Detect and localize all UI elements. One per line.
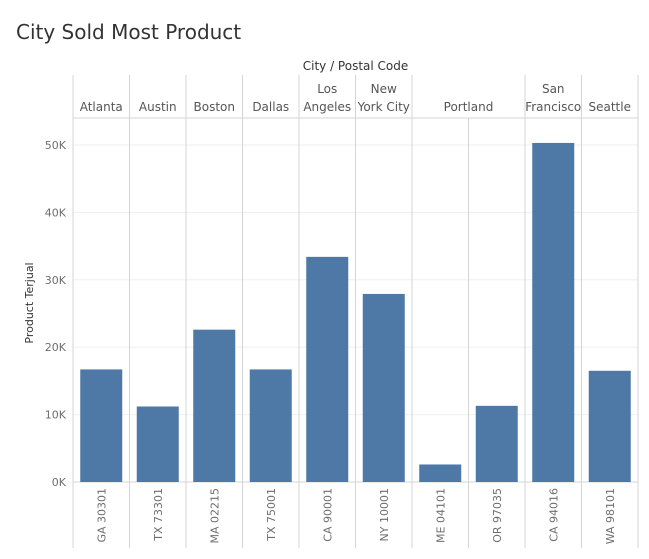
chart-title: City Sold Most Product bbox=[16, 20, 242, 44]
postal-code-label: TX 73301 bbox=[152, 488, 165, 542]
postal-code-label: CA 90001 bbox=[321, 488, 334, 542]
y-tick-label: 20K bbox=[45, 341, 67, 354]
city-header-label: Dallas bbox=[252, 100, 289, 114]
bar bbox=[249, 369, 292, 482]
city-header-label: Angeles bbox=[303, 100, 351, 114]
city-header-label: York City bbox=[357, 100, 410, 114]
city-header-label: Los bbox=[317, 82, 337, 96]
y-tick-label: 30K bbox=[45, 274, 67, 287]
city-header-label: Francisco bbox=[525, 100, 581, 114]
postal-code-label: NY 10001 bbox=[378, 488, 391, 541]
bar bbox=[588, 370, 631, 482]
city-header-label: Austin bbox=[139, 100, 177, 114]
postal-code-label: MA 02215 bbox=[208, 488, 221, 544]
bar bbox=[306, 256, 349, 482]
city-header-label: San bbox=[542, 82, 565, 96]
header-title: City / Postal Code bbox=[303, 59, 409, 73]
bar bbox=[532, 142, 575, 482]
postal-code-label: GA 30301 bbox=[95, 488, 108, 543]
bar bbox=[80, 369, 123, 482]
bar bbox=[419, 464, 462, 482]
bar bbox=[362, 293, 405, 482]
bar bbox=[136, 406, 179, 482]
bar bbox=[193, 329, 236, 482]
y-tick-label: 10K bbox=[45, 409, 67, 422]
city-header-label: Portland bbox=[444, 100, 494, 114]
y-axis-label: Product Terjual bbox=[23, 262, 36, 343]
postal-code-label: ME 04101 bbox=[434, 488, 447, 543]
postal-code-label: CA 94016 bbox=[547, 488, 560, 542]
bar bbox=[475, 405, 518, 482]
postal-code-label: TX 75001 bbox=[265, 488, 278, 542]
postal-code-label: WA 98101 bbox=[604, 488, 617, 544]
y-tick-label: 50K bbox=[45, 139, 67, 152]
city-header-label: New bbox=[371, 82, 397, 96]
y-tick-label: 0K bbox=[52, 476, 67, 489]
city-header-label: Boston bbox=[194, 100, 235, 114]
postal-code-label: OR 97035 bbox=[491, 488, 504, 543]
city-header-label: Seattle bbox=[589, 100, 631, 114]
city-header-label: Atlanta bbox=[80, 100, 123, 114]
y-tick-label: 40K bbox=[45, 206, 67, 219]
